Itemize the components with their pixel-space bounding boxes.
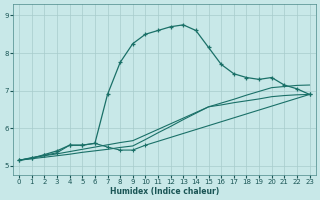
X-axis label: Humidex (Indice chaleur): Humidex (Indice chaleur)	[110, 187, 219, 196]
